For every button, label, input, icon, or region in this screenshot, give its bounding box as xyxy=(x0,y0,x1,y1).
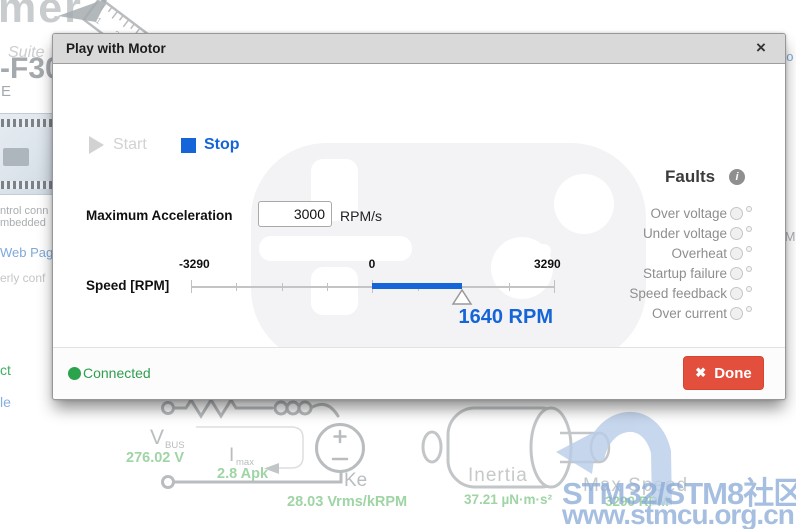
imax-label: I xyxy=(229,445,234,466)
fault-label-overheat: Overheat xyxy=(671,246,727,261)
web-page-link[interactable]: Web Page xyxy=(0,245,61,260)
speed-value: 1640 RPM xyxy=(458,306,554,328)
slider-tick xyxy=(327,283,328,291)
imax-guide-line xyxy=(196,426,304,469)
imax-sub: max xyxy=(236,457,254,468)
fault-led-small xyxy=(746,246,752,252)
connected-dot-icon xyxy=(68,366,81,380)
stop-icon xyxy=(181,137,196,153)
vbus-sub: BUS xyxy=(165,440,185,451)
fault-label-over-current: Over current xyxy=(651,306,727,321)
inertia-value: 37.21 µN·m·s² xyxy=(464,492,553,507)
imax-value: 2.8 Apk xyxy=(217,466,269,482)
speed-slider-handle[interactable] xyxy=(450,288,474,306)
inertia-label: Inertia xyxy=(468,465,528,486)
wire-hook xyxy=(309,402,340,418)
speed-slider-fill xyxy=(372,283,462,289)
stop-label: Stop xyxy=(204,136,240,153)
slider-tick xyxy=(236,283,237,291)
max-acceleration-input[interactable] xyxy=(258,201,332,227)
close-icon[interactable]: × xyxy=(756,38,766,57)
vbus-value: 276.02 V xyxy=(126,450,184,466)
stop-button[interactable]: Stop xyxy=(181,136,240,154)
terminal-bottom xyxy=(161,475,175,489)
fault-label-speed-feedback: Speed feedback xyxy=(629,286,727,301)
gamepad-button-3 xyxy=(537,244,551,258)
dialog-title: Play with Motor xyxy=(66,41,166,56)
watermark-arrow-icon xyxy=(556,412,672,506)
gamepad-button-1 xyxy=(554,174,614,234)
dialog-footer: Connected ✖ Done xyxy=(53,347,785,399)
max-acceleration-label: Maximum Acceleration xyxy=(86,208,233,223)
done-label: Done xyxy=(714,364,752,382)
connection-status: Connected xyxy=(68,365,151,381)
fault-label-under-voltage: Under voltage xyxy=(642,226,727,241)
fault-led xyxy=(730,267,743,280)
play-icon xyxy=(89,136,104,154)
imax-arrowhead xyxy=(264,463,279,474)
slider-tick xyxy=(554,280,555,293)
ke-value: 28.03 Vrms/kRPM xyxy=(287,494,407,510)
inductor-loop xyxy=(285,400,301,416)
fault-led xyxy=(730,247,743,260)
resistor-symbol xyxy=(172,397,274,419)
start-label: Start xyxy=(113,136,147,153)
fault-led xyxy=(730,207,743,220)
slider-zero-label: 0 xyxy=(368,257,376,271)
slider-tick xyxy=(509,283,510,291)
terminal-top xyxy=(161,401,175,415)
faults-header: Faults xyxy=(665,167,716,186)
speed-label: Speed [RPM] xyxy=(86,278,170,293)
done-button[interactable]: ✖ Done xyxy=(683,356,764,390)
gamepad-dpad-down xyxy=(311,267,358,315)
connected-label: Connected xyxy=(83,365,151,381)
slider-min-label: -3290 xyxy=(179,257,210,271)
plus-sign xyxy=(333,429,347,444)
gamepad-dpad-horizontal xyxy=(259,236,412,261)
slider-max-label: 3290 xyxy=(534,257,561,271)
fault-led-small xyxy=(746,286,752,292)
slider-tick xyxy=(191,280,192,293)
fault-led-small xyxy=(746,226,752,232)
slider-tick xyxy=(282,283,283,291)
fault-led-small xyxy=(746,206,752,212)
fault-led xyxy=(730,287,743,300)
fault-led xyxy=(730,227,743,240)
fault-label-startup-failure: Startup failure xyxy=(642,266,727,281)
fault-led xyxy=(730,307,743,320)
inductor-loop xyxy=(297,400,313,416)
start-button[interactable]: Start xyxy=(89,136,147,154)
cross-icon: ✖ xyxy=(695,365,707,380)
dialog-titlebar[interactable]: Play with Motor × xyxy=(53,34,785,64)
fault-led-small xyxy=(746,306,752,312)
inductor-loop xyxy=(273,400,289,416)
fault-label-over-voltage: Over voltage xyxy=(650,206,727,221)
play-with-motor-dialog: Play with Motor × Start Stop Maximum Acc… xyxy=(52,33,786,400)
fault-led-small xyxy=(746,266,752,272)
max-speed-label: Max Speed xyxy=(583,475,688,496)
motor-shaft-left xyxy=(421,430,443,464)
vbus-label: V xyxy=(150,426,164,449)
wire-bottom xyxy=(173,470,343,484)
ke-label: Ke xyxy=(344,470,367,491)
svg-text:1: 1 xyxy=(94,15,104,26)
info-icon[interactable]: i xyxy=(729,169,745,185)
dialog-body: Start Stop Maximum Acceleration RPM/s Sp… xyxy=(53,64,785,347)
logo-pencil-icon xyxy=(58,0,107,22)
max-acceleration-unit: RPM/s xyxy=(340,208,382,224)
